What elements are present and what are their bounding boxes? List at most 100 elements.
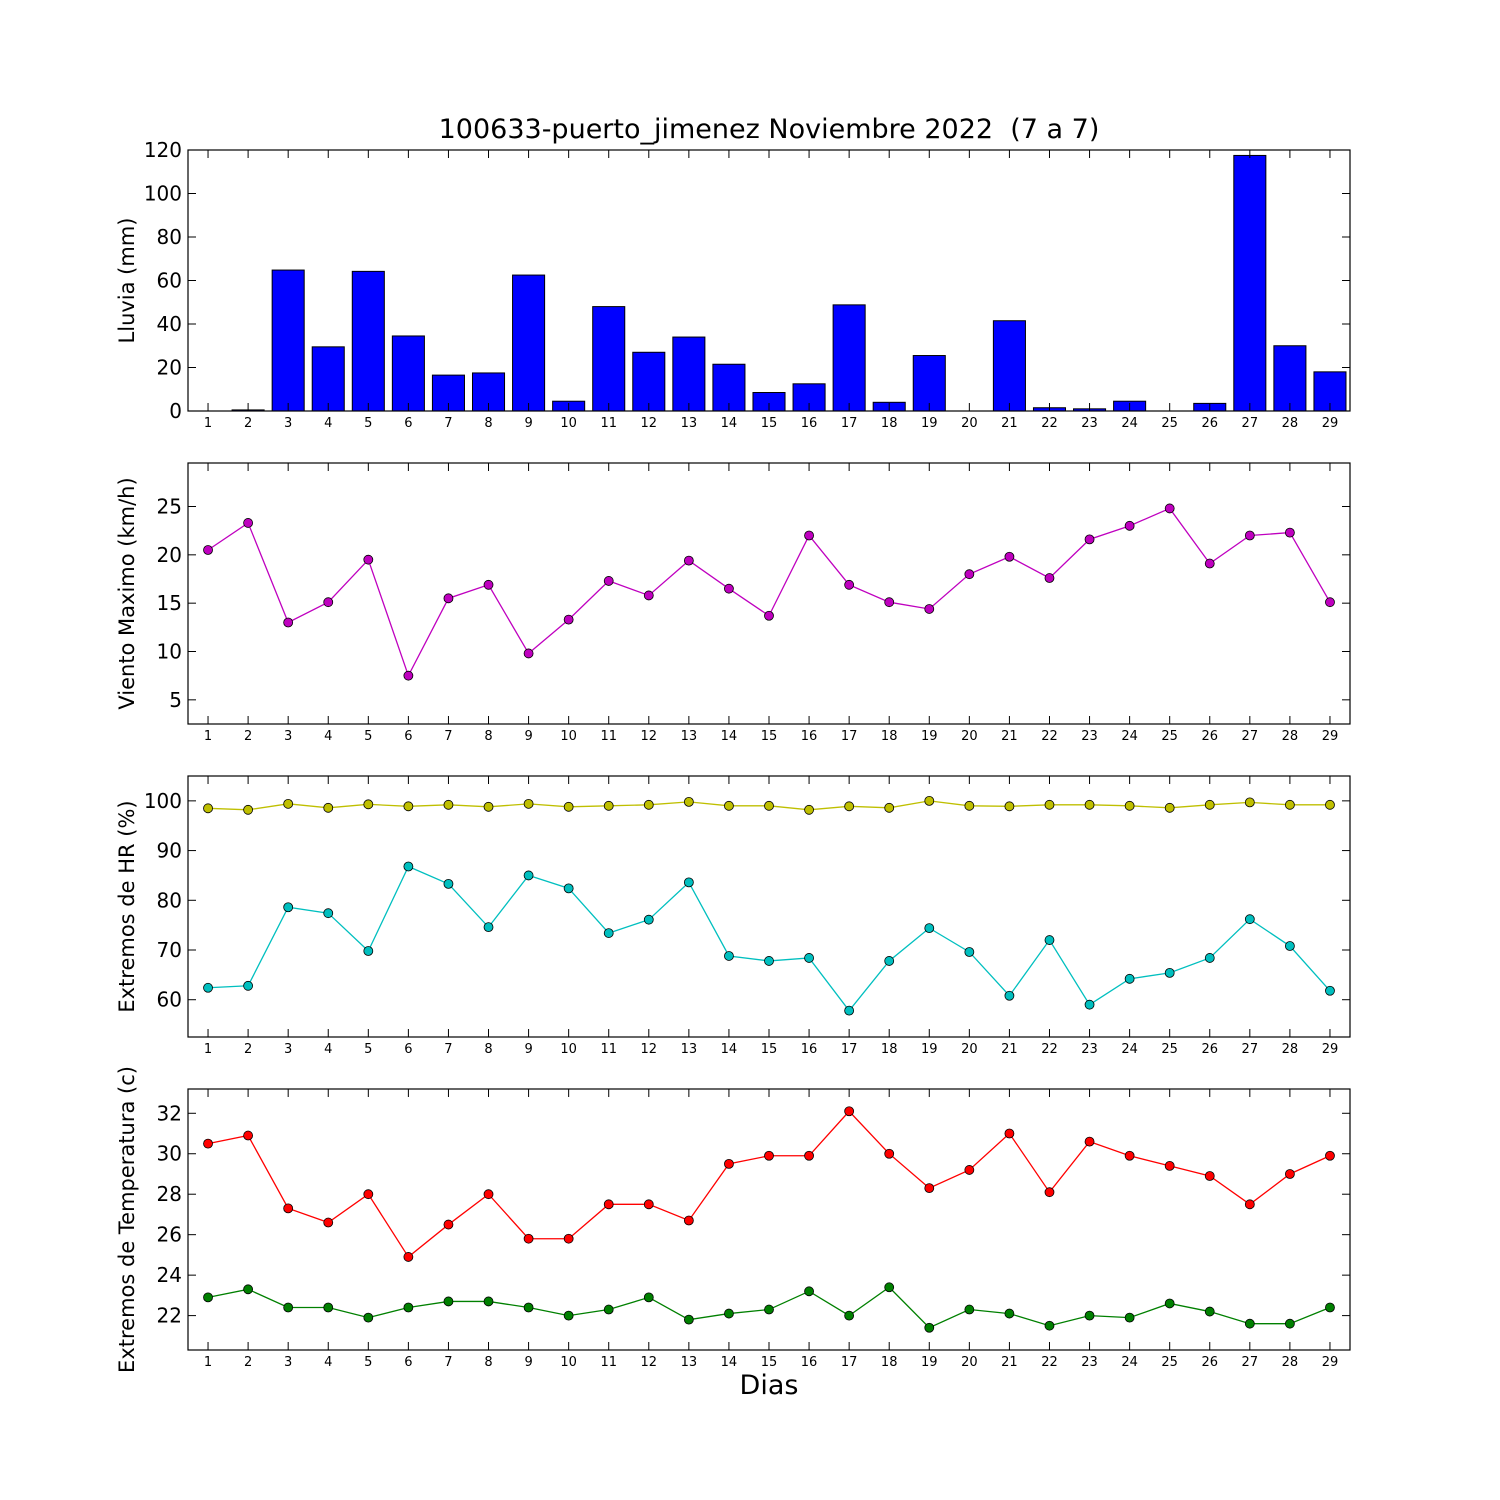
data-point: [603, 800, 614, 811]
data-point: [964, 1304, 975, 1315]
data-point: [804, 804, 814, 815]
data-point: [203, 803, 213, 814]
y-tick-label: 20: [157, 356, 182, 380]
data-point: [1204, 953, 1215, 963]
data-point: [443, 799, 454, 810]
data-point: [683, 1215, 694, 1226]
y-axis-label: Viento Maximo (km/h): [115, 477, 139, 709]
data-point: [924, 1322, 935, 1333]
x-tick-label: 24: [1121, 1355, 1138, 1370]
data-point: [323, 908, 334, 919]
data-point: [1084, 1310, 1095, 1321]
data-point: [1164, 802, 1175, 813]
data-point: [283, 798, 294, 809]
data-point: [724, 583, 734, 594]
data-point: [523, 870, 534, 881]
data-point: [1204, 799, 1215, 810]
data-point: [804, 953, 814, 963]
y-tick-label: 120: [144, 138, 182, 162]
data-point: [203, 545, 213, 555]
data-point: [924, 923, 935, 934]
data-point: [1284, 799, 1295, 810]
x-tick-label: 10: [560, 1042, 577, 1057]
x-tick-label: 22: [1041, 416, 1058, 431]
x-tick-label: 22: [1041, 1355, 1058, 1370]
data-point: [483, 579, 494, 590]
x-tick-label: 1: [204, 1355, 212, 1370]
x-tick-label: 14: [721, 729, 738, 744]
x-tick-label: 20: [961, 1355, 978, 1370]
data-point: [683, 796, 694, 807]
x-tick-label: 15: [761, 729, 778, 744]
data-point: [1124, 973, 1135, 984]
x-tick-label: 8: [484, 1355, 492, 1370]
rain-bar: [832, 304, 866, 412]
data-point: [523, 1302, 534, 1313]
x-tick-label: 3: [284, 1042, 292, 1057]
data-point: [1164, 1160, 1175, 1171]
y-tick-label: 90: [157, 839, 182, 863]
x-tick-label: 14: [721, 1042, 738, 1057]
x-tick-label: 13: [681, 1355, 698, 1370]
data-point: [243, 804, 254, 815]
y-tick-label: 32: [157, 1101, 182, 1125]
x-tick-label: 19: [921, 416, 938, 431]
data-point: [804, 1150, 814, 1161]
data-point: [844, 579, 855, 590]
x-tick-label: 11: [600, 1042, 617, 1057]
data-point: [884, 956, 895, 966]
data-point: [1284, 527, 1295, 538]
data-point: [483, 922, 494, 933]
data-point: [964, 569, 975, 580]
data-point: [764, 610, 774, 621]
data-point: [683, 1314, 694, 1325]
data-point: [1284, 941, 1295, 951]
data-point: [1325, 597, 1335, 608]
data-point: [924, 604, 935, 614]
data-point: [243, 1284, 254, 1295]
y-tick-label: 0: [169, 399, 182, 423]
data-point: [1124, 520, 1135, 531]
x-tick-label: 22: [1041, 729, 1058, 744]
data-point: [563, 801, 574, 812]
data-point: [844, 801, 855, 812]
data-point: [1084, 1136, 1095, 1147]
x-tick-label: 6: [404, 1355, 412, 1370]
data-point: [1004, 551, 1015, 562]
x-tick-label: 6: [404, 416, 412, 431]
x-tick-label: 7: [444, 416, 452, 431]
y-tick-label: 80: [157, 888, 182, 912]
data-point: [924, 795, 935, 806]
x-tick-label: 21: [1001, 729, 1018, 744]
x-tick-label: 7: [444, 729, 452, 744]
x-tick-label: 14: [721, 1355, 738, 1370]
y-axis-label: Extremos de HR (%): [115, 800, 139, 1012]
x-tick-label: 26: [1201, 729, 1218, 744]
data-point: [443, 1219, 454, 1230]
x-tick-label: 8: [484, 729, 492, 744]
data-point: [1164, 1298, 1175, 1309]
data-point: [283, 902, 294, 913]
x-tick-label: 25: [1161, 416, 1178, 431]
data-point: [1084, 534, 1095, 545]
rain-bar: [351, 270, 385, 412]
x-tick-label: 18: [881, 416, 898, 431]
data-point: [403, 1302, 414, 1313]
rain-bar: [1273, 345, 1307, 412]
x-tick-label: 9: [524, 416, 532, 431]
x-tick-label: 22: [1041, 1042, 1058, 1057]
rain-bar: [1233, 154, 1267, 412]
x-tick-label: 5: [364, 1355, 372, 1370]
x-tick-label: 2: [244, 1355, 252, 1370]
data-point: [603, 576, 614, 586]
data-point: [323, 597, 334, 608]
data-point: [1124, 1150, 1135, 1161]
data-point: [1004, 1128, 1015, 1139]
data-point: [283, 1203, 294, 1214]
x-tick-label: 9: [524, 1355, 532, 1370]
data-point: [924, 1183, 935, 1194]
rain-bar: [632, 351, 666, 412]
x-axis-label: Dias: [739, 1370, 799, 1401]
